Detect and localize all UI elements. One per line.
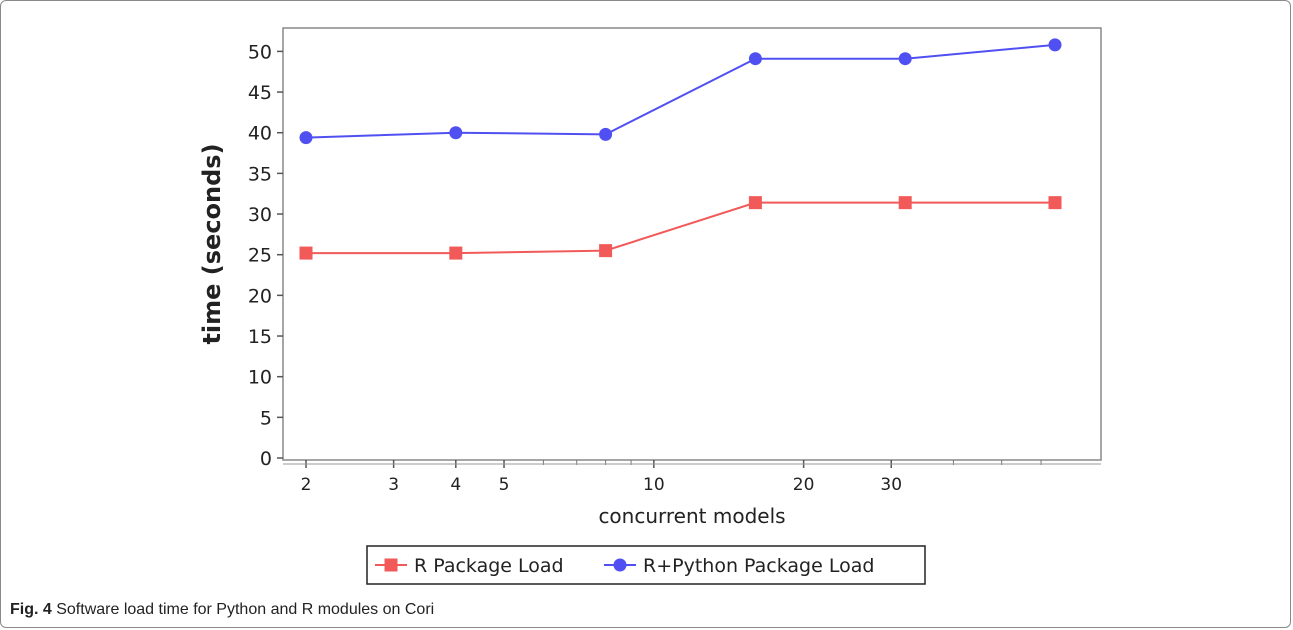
- data-point: [449, 246, 463, 260]
- x-tick-label: 30: [880, 475, 902, 495]
- legend-label: R Package Load: [414, 555, 564, 577]
- y-tick-label: 45: [248, 82, 272, 104]
- legend-marker: [613, 558, 627, 572]
- figure-caption-text: Software load time for Python and R modu…: [56, 601, 435, 618]
- x-axis-label: concurrent models: [598, 504, 785, 528]
- legend-entry: R Package Load: [375, 555, 564, 577]
- y-tick-label: 5: [260, 407, 272, 429]
- x-tick-label: 4: [450, 475, 461, 495]
- data-point: [898, 196, 912, 210]
- x-tick-label: 20: [793, 475, 815, 495]
- x-tick-label: 2: [301, 475, 312, 495]
- x-tick-label: 10: [643, 475, 665, 495]
- legend-marker: [384, 558, 398, 572]
- y-axis-label: time (seconds): [198, 143, 226, 344]
- y-tick-label: 20: [248, 285, 272, 307]
- series-line: [306, 201, 1055, 255]
- figure-caption: Fig. 4 Software load time for Python and…: [10, 601, 434, 619]
- y-tick-label: 0: [260, 448, 272, 470]
- series-r-python-package-load: [299, 38, 1062, 145]
- y-tick-label: 25: [248, 245, 272, 267]
- y-tick-label: 30: [248, 204, 272, 226]
- legend: R Package Load R+Python Package Load: [366, 545, 926, 585]
- series-r-package-load: [299, 196, 1062, 260]
- x-tick-label: 5: [499, 475, 510, 495]
- y-tick-label: 40: [248, 123, 272, 145]
- x-axis: 2 3 4 5 10 20 30: [283, 460, 1101, 495]
- data-point: [449, 126, 463, 140]
- y-axis: 0 5 10 15 20 25 30 35 40 45 50: [248, 41, 283, 470]
- data-point: [898, 52, 912, 66]
- data-point: [299, 131, 313, 145]
- figure-label: Fig. 4: [10, 601, 52, 618]
- y-tick-label: 35: [248, 163, 272, 185]
- data-point: [1048, 196, 1062, 210]
- plot-area: [282, 27, 1102, 461]
- series-layer: [299, 38, 1062, 260]
- legend-entry: R+Python Package Load: [604, 555, 874, 577]
- data-point: [599, 244, 613, 258]
- legend-box: [366, 545, 926, 585]
- x-tick-label: 3: [388, 475, 399, 495]
- series-line: [305, 43, 1056, 139]
- data-point: [299, 246, 313, 260]
- data-point: [599, 127, 613, 141]
- y-tick-label: 50: [248, 41, 272, 63]
- y-tick-label: 10: [248, 367, 272, 389]
- legend-label: R+Python Package Load: [643, 555, 874, 577]
- y-tick-label: 15: [248, 326, 272, 348]
- data-point: [748, 196, 762, 210]
- data-point: [748, 52, 762, 66]
- data-point: [1048, 38, 1062, 52]
